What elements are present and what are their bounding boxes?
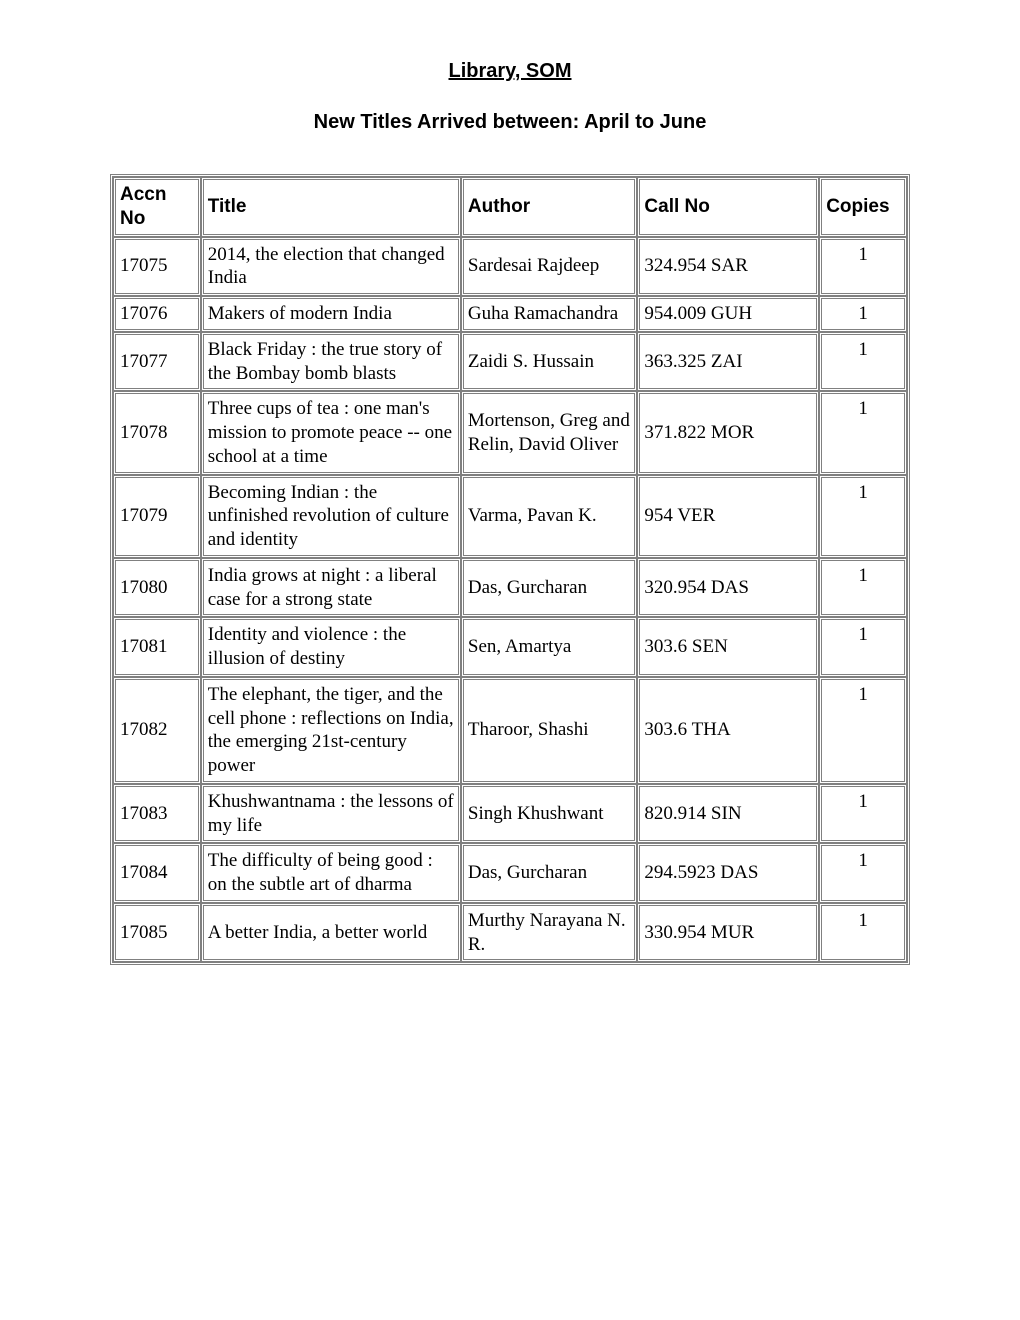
table-row: 17081Identity and violence : the illusio… — [113, 617, 907, 677]
table-row: 17085A better India, a better worldMurth… — [113, 903, 907, 963]
titles-table: Accn No Title Author Call No Copies 1707… — [110, 174, 910, 965]
table-row: 17082The elephant, the tiger, and the ce… — [113, 677, 907, 784]
table-row: 170752014, the election that changed Ind… — [113, 237, 907, 297]
cell-copies: 1 — [819, 237, 907, 297]
page-subtitle: New Titles Arrived between: April to Jun… — [110, 111, 910, 134]
cell-callno: 330.954 MUR — [637, 903, 819, 963]
column-header-author: Author — [461, 177, 638, 237]
cell-title: The elephant, the tiger, and the cell ph… — [201, 677, 461, 784]
cell-title: Black Friday : the true story of the Bom… — [201, 332, 461, 392]
cell-accn: 17075 — [113, 237, 201, 297]
cell-copies: 1 — [819, 475, 907, 558]
cell-title: Identity and violence : the illusion of … — [201, 617, 461, 677]
cell-author: Singh Khushwant — [461, 784, 638, 844]
cell-callno: 303.6 SEN — [637, 617, 819, 677]
cell-title: 2014, the election that changed India — [201, 237, 461, 297]
cell-author: Guha Ramachandra — [461, 296, 638, 332]
cell-accn: 17083 — [113, 784, 201, 844]
cell-author: Das, Gurcharan — [461, 843, 638, 903]
table-row: 17078Three cups of tea : one man's missi… — [113, 391, 907, 474]
cell-accn: 17085 — [113, 903, 201, 963]
cell-author: Murthy Narayana N. R. — [461, 903, 638, 963]
cell-copies: 1 — [819, 617, 907, 677]
cell-copies: 1 — [819, 296, 907, 332]
cell-author: Mortenson, Greg and Relin, David Oliver — [461, 391, 638, 474]
cell-accn: 17079 — [113, 475, 201, 558]
cell-callno: 324.954 SAR — [637, 237, 819, 297]
cell-accn: 17077 — [113, 332, 201, 392]
cell-callno: 954 VER — [637, 475, 819, 558]
cell-copies: 1 — [819, 558, 907, 618]
column-header-copies: Copies — [819, 177, 907, 237]
cell-copies: 1 — [819, 903, 907, 963]
cell-title: Khushwantnama : the lessons of my life — [201, 784, 461, 844]
cell-title: Makers of modern India — [201, 296, 461, 332]
cell-author: Sen, Amartya — [461, 617, 638, 677]
table-row: 17083Khushwantnama : the lessons of my l… — [113, 784, 907, 844]
cell-callno: 363.325 ZAI — [637, 332, 819, 392]
cell-accn: 17084 — [113, 843, 201, 903]
column-header-callno: Call No — [637, 177, 819, 237]
cell-callno: 320.954 DAS — [637, 558, 819, 618]
table-row: 17079Becoming Indian : the unfinished re… — [113, 475, 907, 558]
cell-title: A better India, a better world — [201, 903, 461, 963]
column-header-title: Title — [201, 177, 461, 237]
cell-title: Becoming Indian : the unfinished revolut… — [201, 475, 461, 558]
cell-author: Tharoor, Shashi — [461, 677, 638, 784]
cell-copies: 1 — [819, 332, 907, 392]
cell-callno: 371.822 MOR — [637, 391, 819, 474]
cell-author: Zaidi S. Hussain — [461, 332, 638, 392]
cell-copies: 1 — [819, 784, 907, 844]
cell-callno: 820.914 SIN — [637, 784, 819, 844]
cell-accn: 17080 — [113, 558, 201, 618]
table-header-row: Accn No Title Author Call No Copies — [113, 177, 907, 237]
column-header-accn: Accn No — [113, 177, 201, 237]
cell-copies: 1 — [819, 391, 907, 474]
table-row: 17076Makers of modern IndiaGuha Ramachan… — [113, 296, 907, 332]
cell-callno: 303.6 THA — [637, 677, 819, 784]
cell-title: India grows at night : a liberal case fo… — [201, 558, 461, 618]
cell-accn: 17082 — [113, 677, 201, 784]
cell-author: Das, Gurcharan — [461, 558, 638, 618]
cell-accn: 17081 — [113, 617, 201, 677]
cell-copies: 1 — [819, 843, 907, 903]
cell-accn: 17078 — [113, 391, 201, 474]
table-row: 17077Black Friday : the true story of th… — [113, 332, 907, 392]
cell-callno: 954.009 GUH — [637, 296, 819, 332]
page-title: Library, SOM — [110, 60, 910, 83]
cell-title: Three cups of tea : one man's mission to… — [201, 391, 461, 474]
cell-title: The difficulty of being good : on the su… — [201, 843, 461, 903]
cell-copies: 1 — [819, 677, 907, 784]
cell-accn: 17076 — [113, 296, 201, 332]
cell-author: Sardesai Rajdeep — [461, 237, 638, 297]
table-row: 17084The difficulty of being good : on t… — [113, 843, 907, 903]
cell-callno: 294.5923 DAS — [637, 843, 819, 903]
cell-author: Varma, Pavan K. — [461, 475, 638, 558]
table-row: 17080India grows at night : a liberal ca… — [113, 558, 907, 618]
